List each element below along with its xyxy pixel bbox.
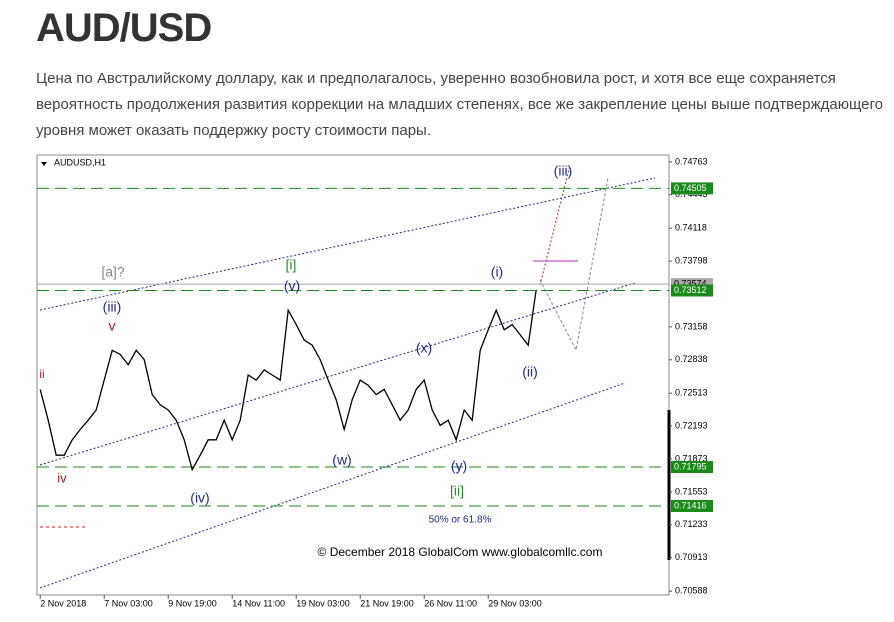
y-tick-label: 0.71233: [675, 519, 708, 529]
wave-label: v: [109, 318, 116, 334]
wave-label: ii: [39, 367, 44, 381]
article-paragraph: Цена по Австралийскому доллару, как и пр…: [36, 70, 883, 139]
wave-label: (ii): [522, 364, 538, 380]
x-tick-label: 2 Nov 2018: [40, 598, 86, 608]
wave-label: © December 2018 GlobalCom www.globalcoml…: [318, 545, 603, 559]
level-label: 0.73574: [674, 278, 707, 288]
menu-arrow: [41, 162, 47, 166]
y-tick-label: 0.71873: [675, 453, 708, 463]
y-tick-label: 0.72838: [675, 354, 708, 364]
wave-label: (iii): [554, 163, 573, 179]
x-tick-label: 19 Nov 03:00: [296, 598, 350, 608]
wave-label: [a]?: [101, 264, 125, 280]
level-label: 0.74505: [674, 183, 707, 193]
x-tick-label: 14 Nov 11:00: [232, 598, 285, 608]
wave-label: iv: [57, 470, 67, 485]
y-tick-label: 0.73158: [675, 321, 708, 331]
article-title: AUD/USD: [36, 6, 212, 50]
forecast-path: [539, 164, 571, 286]
y-tick-label: 0.72513: [675, 388, 708, 398]
x-tick-label: 26 Nov 11:00: [424, 598, 477, 608]
wave-label: (i): [491, 264, 503, 280]
level-box: [671, 284, 713, 297]
level-box: [671, 461, 713, 474]
level-box: [671, 499, 713, 512]
x-tick-label: 21 Nov 19:00: [360, 598, 414, 608]
y-tick-label: 0.70913: [675, 552, 708, 562]
channel-line: [39, 382, 626, 589]
wave-label: 50% or 61.8%: [429, 515, 492, 526]
channel-line: [39, 177, 656, 311]
y-tick-label: 0.72193: [675, 420, 708, 430]
y-tick-label: 0.74118: [675, 223, 707, 233]
wave-label: (v): [284, 278, 300, 294]
forecast-path: [539, 177, 609, 352]
level-box: [671, 182, 713, 195]
wave-label: [ii]: [450, 483, 464, 499]
x-tick-label: 9 Nov 19:00: [168, 598, 217, 608]
wave-label: (iv): [190, 490, 209, 506]
y-tick-label: 0.73798: [675, 255, 708, 265]
symbol-label: AUDUSD,H1: [54, 157, 106, 167]
level-label: 0.73512: [674, 285, 707, 295]
price-line: [39, 289, 537, 472]
y-tick-label: 0.71553: [675, 486, 708, 496]
level-label: 0.71795: [674, 461, 707, 471]
y-tick-label: 0.74763: [675, 156, 708, 166]
wave-label: [i]: [286, 257, 297, 273]
y-tick-label: 0.70588: [675, 585, 708, 595]
wave-label: (iii): [103, 299, 122, 315]
x-tick-label: 7 Nov 03:00: [104, 598, 153, 608]
wave-label: (y): [451, 458, 467, 474]
level-label: 0.71416: [674, 500, 707, 510]
wave-label: (x): [416, 340, 432, 356]
wave-label: (w): [332, 452, 351, 468]
plot-frame: [36, 154, 670, 596]
x-tick-label: 29 Nov 03:00: [488, 598, 542, 608]
